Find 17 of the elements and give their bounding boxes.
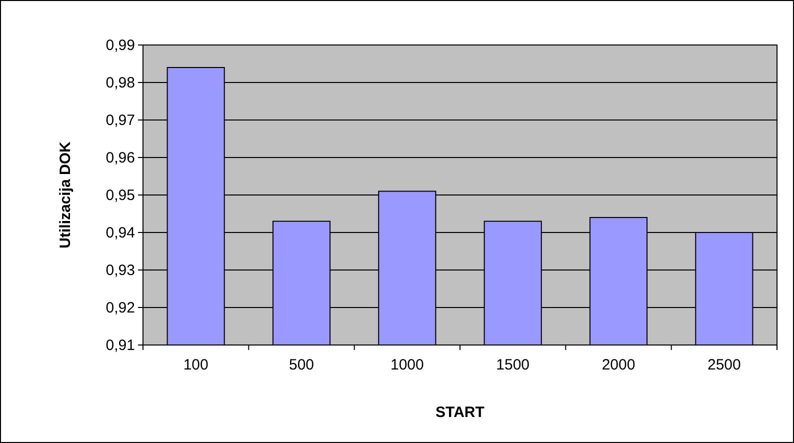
y-tick-label: 0,94 — [106, 224, 135, 242]
y-tick-label: 0,99 — [106, 36, 135, 54]
y-axis-title: Utilizacija DOK — [57, 141, 74, 248]
y-tick-label: 0,91 — [106, 336, 135, 354]
x-tick-label: 2500 — [707, 356, 741, 374]
y-tick-label: 0,92 — [106, 299, 135, 316]
y-tick-label: 0,96 — [106, 149, 135, 166]
x-tick-label: 500 — [288, 356, 314, 374]
x-tick-label: 2000 — [602, 356, 636, 374]
x-tick-label: 1500 — [496, 356, 530, 374]
x-axis-title: START — [436, 404, 484, 421]
y-tick-label: 0,97 — [106, 112, 135, 129]
y-tick-label: 0,95 — [106, 186, 135, 204]
y-tick-label: 0,98 — [106, 74, 135, 92]
y-tick-label: 0,93 — [106, 262, 135, 279]
x-tick-label: 1000 — [390, 356, 424, 374]
x-tick-label: 100 — [183, 356, 208, 374]
